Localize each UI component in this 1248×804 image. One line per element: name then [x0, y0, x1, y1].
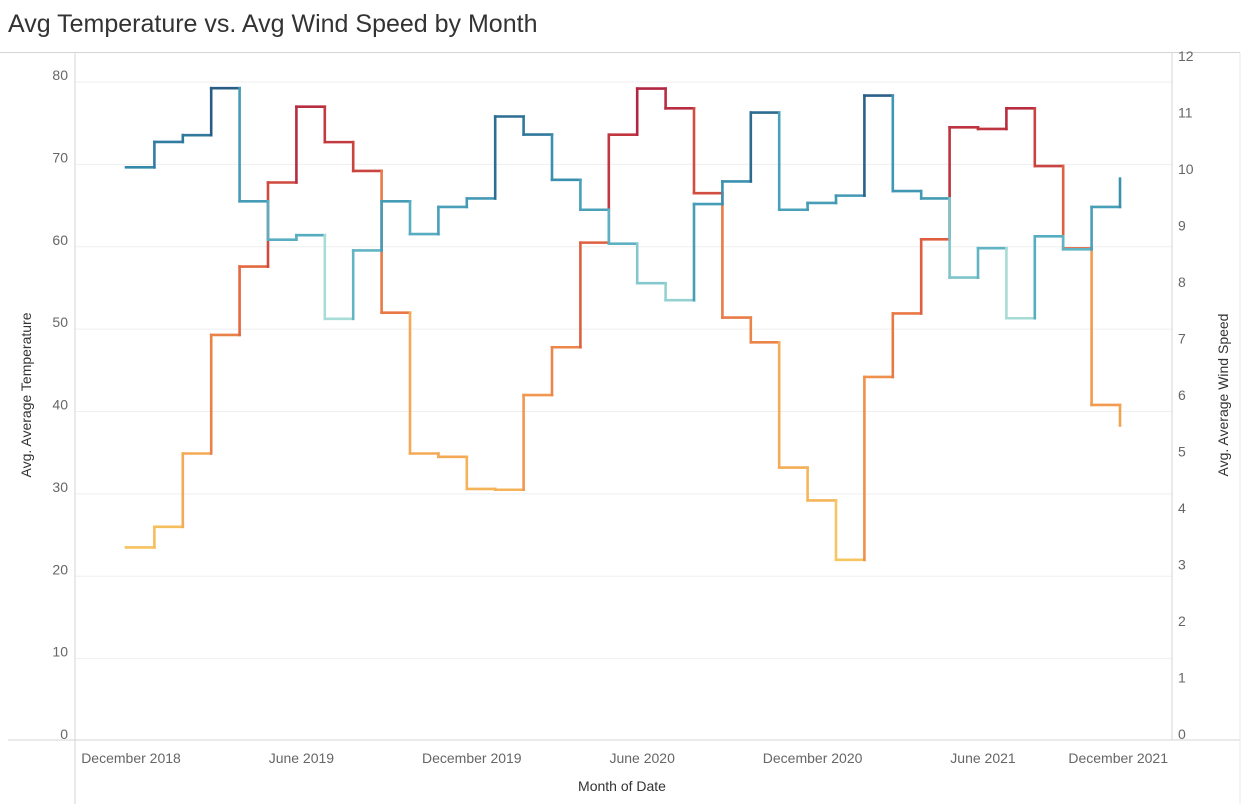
right-axis-tick-label: 2 — [1178, 613, 1186, 629]
right-axis-tick-label: 4 — [1178, 500, 1186, 516]
left-axis-ticks: 0 10 20 30 40 50 60 70 80 — [52, 67, 68, 742]
x-axis-tick-label: June 2019 — [269, 750, 335, 766]
x-axis-tick-label: June 2021 — [950, 750, 1016, 766]
x-axis-tick-label: June 2020 — [609, 750, 675, 766]
gridlines — [75, 81, 1172, 660]
right-axis-tick-label: 10 — [1178, 161, 1194, 177]
left-axis-tick-label: 10 — [52, 644, 68, 660]
x-axis-tick-label: December 2021 — [1068, 750, 1168, 766]
chart-title: Avg Temperature vs. Avg Wind Speed by Mo… — [8, 10, 538, 38]
axes — [8, 53, 1241, 804]
wind-speed-series — [124, 86, 1122, 321]
right-axis-tick-label: 8 — [1178, 274, 1186, 290]
right-axis-tick-label: 12 — [1178, 48, 1194, 64]
x-axis-ticks: December 2018 June 2019 December 2019 June … — [81, 750, 1168, 766]
right-y-axis-title: Avg. Average Wind Speed — [1215, 314, 1231, 477]
left-axis-tick-label: 60 — [52, 232, 68, 248]
x-axis-tick-label: December 2020 — [763, 750, 863, 766]
left-axis-tick-label: 70 — [52, 149, 68, 165]
left-axis-tick-label: 40 — [52, 397, 68, 413]
right-axis-tick-label: 5 — [1178, 443, 1186, 459]
left-y-axis-title: Avg. Average Temperature — [18, 312, 34, 477]
right-axis-tick-label: 7 — [1178, 330, 1186, 346]
right-axis-tick-label: 3 — [1178, 556, 1186, 572]
left-axis-tick-label: 0 — [60, 726, 68, 742]
right-axis-tick-label: 11 — [1178, 104, 1193, 120]
temperature-series — [124, 87, 1122, 562]
right-axis-tick-label: 6 — [1178, 387, 1186, 403]
left-axis-tick-label: 50 — [52, 314, 68, 330]
right-axis-tick-label: 1 — [1178, 669, 1186, 685]
x-axis-tick-label: December 2019 — [422, 750, 522, 766]
x-axis-tick-label: December 2018 — [81, 750, 181, 766]
right-axis-tick-label: 9 — [1178, 217, 1186, 233]
title-divider — [0, 52, 1240, 53]
left-axis-tick-label: 20 — [52, 561, 68, 577]
x-axis-title: Month of Date — [578, 778, 666, 794]
right-axis-tick-label: 0 — [1178, 726, 1186, 742]
left-axis-tick-label: 80 — [52, 67, 68, 83]
left-axis-tick-label: 30 — [52, 479, 68, 495]
